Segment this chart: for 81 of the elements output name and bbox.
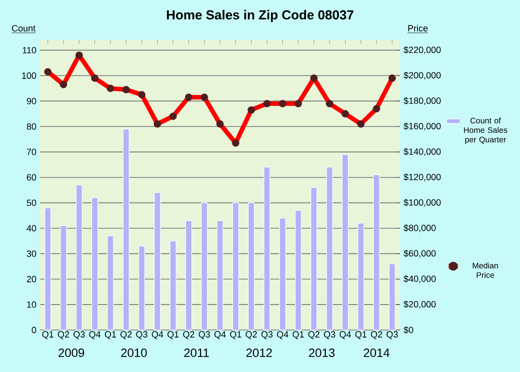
y-tick-label: 80 [26, 123, 36, 130]
x-tick-label: Q1 [292, 331, 304, 340]
bar [358, 222, 364, 330]
y-tick-label: 70 [26, 148, 36, 156]
y2-tick-label: $60,000 [404, 250, 436, 258]
x-tick-label: Q2 [183, 331, 194, 340]
bar [264, 166, 270, 330]
y2-tick-label: $160,000 [404, 122, 441, 130]
legend-label: Count of Home Sales per Quarter [464, 118, 508, 144]
x-tick-label: Q2 [120, 331, 132, 340]
x-tick-label: Q3 [261, 331, 273, 340]
x-tick-label: Q4 [214, 331, 226, 340]
bar [326, 166, 333, 330]
bar [122, 128, 130, 330]
y2-tick-label: $180,000 [404, 97, 441, 105]
bar [185, 220, 192, 330]
y-tick-label: 30 [26, 250, 36, 257]
y-tick-label: 60 [26, 174, 36, 181]
y-tick-label: 100 [22, 72, 36, 79]
x-tick-label: Q2 [246, 331, 257, 340]
y-axis-title: Count [12, 25, 36, 32]
y-tick-label: 110 [22, 46, 36, 54]
x-tick-label: Q3 [74, 331, 85, 340]
bar [294, 210, 302, 330]
text: 2012 [246, 348, 272, 358]
x-tick-label: Q1 [355, 331, 366, 340]
y-tick-label: 90 [26, 98, 36, 104]
bar [201, 202, 208, 330]
x-tick-label: Q3 [198, 331, 210, 340]
x-tick-label: Q2 [58, 331, 70, 340]
bar [138, 246, 146, 330]
y-tick-label: 0 [32, 326, 36, 334]
y2-tick-label: $40,000 [404, 275, 436, 284]
y2-tick-label: $120,000 [404, 173, 441, 182]
x-tick-label: Q4 [277, 331, 288, 340]
bar [373, 174, 380, 330]
y-tick-label: 50 [26, 200, 36, 206]
y-tick-label: 40 [26, 225, 36, 232]
chart-title: Home Sales in Zip Code 08037 [166, 10, 354, 22]
bar [248, 202, 255, 330]
y2-tick-label: $100,000 [404, 198, 441, 207]
y2-tick-label: $80,000 [404, 224, 436, 232]
x-tick-label: Q3 [386, 331, 398, 340]
text: 2014 [364, 348, 390, 358]
bar [216, 220, 224, 330]
text: 2010 [121, 348, 147, 358]
text: 2013 [308, 348, 335, 358]
x-tick-label: Q1 [230, 331, 242, 340]
bar [44, 208, 52, 330]
x-tick-label: Q1 [167, 331, 179, 340]
x-tick-label: Q3 [136, 331, 148, 340]
bar [91, 197, 98, 330]
x-tick-label: Q1 [104, 331, 116, 340]
x-tick-label: Q1 [42, 331, 54, 340]
y2-tick-label: $200,000 [404, 72, 441, 80]
y2-tick-label: $20,000 [404, 300, 436, 308]
x-tick-label: Q3 [324, 331, 336, 340]
bar [107, 236, 114, 330]
y-tick-label: 20 [26, 276, 36, 282]
x-tick-label: Q4 [152, 331, 164, 340]
bar [310, 187, 318, 330]
bar [170, 240, 176, 330]
bar [76, 184, 82, 330]
bar [388, 264, 396, 330]
bar [342, 154, 349, 330]
x-tick-label: Q2 [308, 331, 320, 340]
y-tick-label: 10 [27, 301, 36, 308]
bar [154, 192, 161, 330]
x-tick-label: Q4 [89, 331, 101, 340]
legend-label: Median Price [472, 262, 498, 278]
y2-tick-label: $0 [404, 326, 414, 334]
bar [279, 218, 286, 330]
x-tick-label: Q2 [370, 331, 382, 340]
x-tick-label: Q4 [340, 331, 351, 340]
text: 2009 [58, 348, 84, 358]
y2-tick-label: $140,000 [404, 148, 441, 156]
y2-axis-title: Price [408, 24, 428, 32]
bar [60, 225, 67, 330]
y2-tick-label: $220,000 [404, 46, 441, 54]
bar [232, 202, 239, 330]
text: 2011 [184, 348, 209, 358]
